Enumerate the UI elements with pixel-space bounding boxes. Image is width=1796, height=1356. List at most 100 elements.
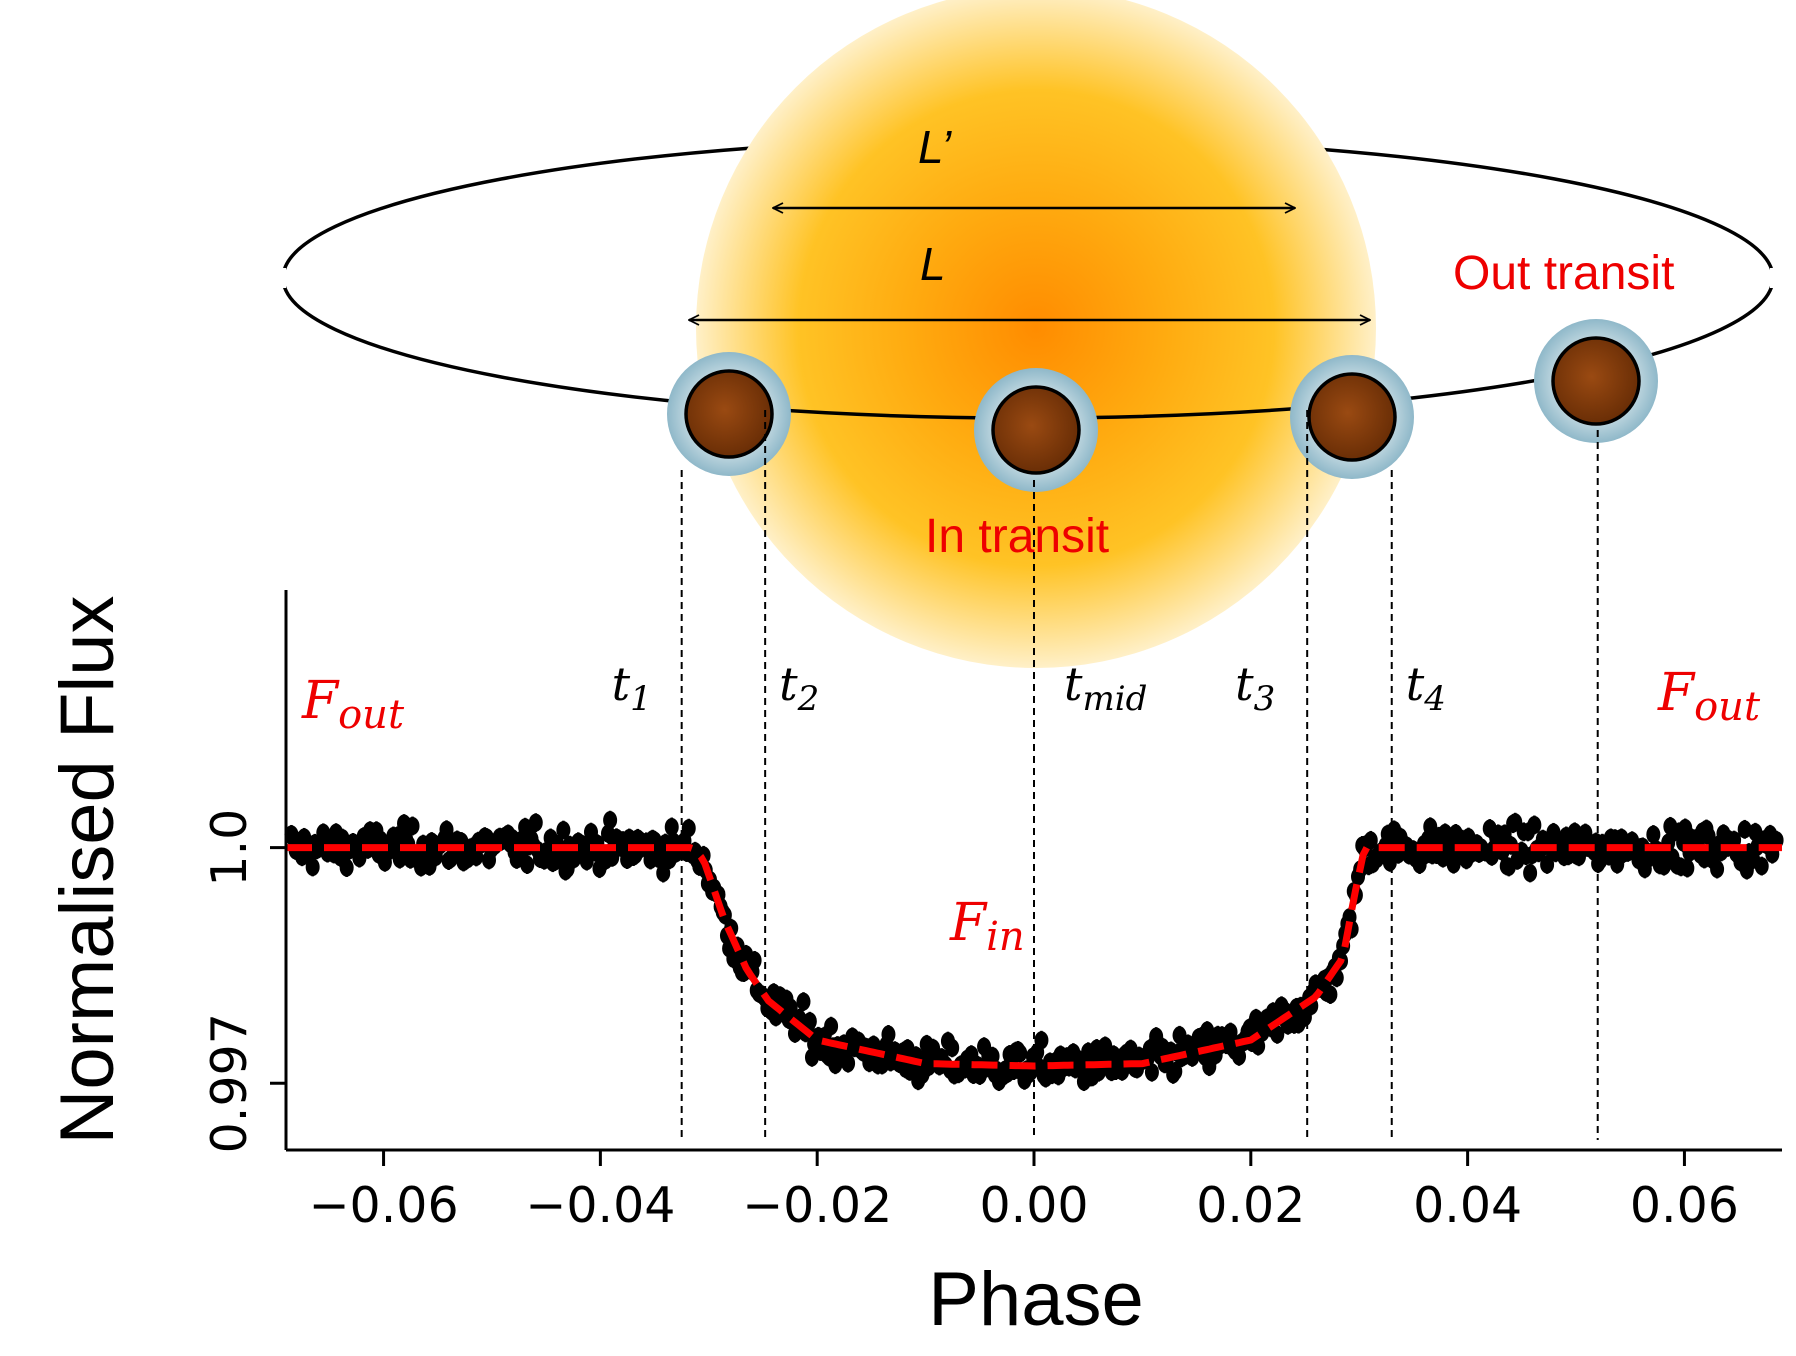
x-tick-label: −0.06 (308, 1177, 458, 1234)
point-marker (1034, 1031, 1049, 1050)
f-in-main: F (949, 893, 988, 953)
point-marker (528, 813, 543, 832)
data-point (747, 950, 762, 970)
planet-first-contact (667, 352, 791, 476)
point-marker (1168, 1062, 1183, 1081)
f-out-right-sub: out (1694, 684, 1761, 730)
data-point (1754, 856, 1769, 876)
data-point (1013, 1043, 1028, 1063)
contact-label-t4: t4 (1406, 657, 1446, 719)
x-tick-label: 0.04 (1413, 1177, 1522, 1234)
data-point (305, 857, 320, 877)
data-point (664, 817, 679, 837)
point-marker (1232, 1047, 1247, 1066)
point-marker (1223, 1023, 1238, 1042)
point-marker (1540, 855, 1555, 874)
f-in-sub: in (986, 914, 1025, 960)
data-point (405, 816, 420, 836)
data-point (1710, 859, 1725, 879)
contact-label-tmid: tmid (1064, 657, 1147, 719)
f-out-left-main: F (301, 671, 340, 731)
contact-time-labels: t1 t2 tmid t3 t4 (612, 657, 1446, 719)
x-tick-label: −0.02 (742, 1177, 892, 1234)
data-point (1527, 815, 1542, 835)
point-marker (824, 1017, 839, 1036)
point-marker (339, 858, 354, 877)
x-tick-label: 0.02 (1196, 1177, 1305, 1234)
point-marker (603, 811, 618, 830)
data-point (1323, 985, 1338, 1004)
data-point (1168, 1061, 1183, 1081)
contact-time-lines (680, 410, 1599, 1140)
f-out-left-label: Fout (301, 671, 405, 738)
point-marker (439, 820, 454, 839)
planet-mid-transit (974, 368, 1098, 492)
data-point (1363, 830, 1378, 850)
point-marker (1754, 857, 1769, 876)
point-marker (1527, 815, 1542, 834)
data-point (656, 863, 671, 883)
data-point (841, 1053, 856, 1073)
data-point (945, 1038, 960, 1058)
data-point (1034, 1030, 1049, 1050)
point-marker (1013, 1044, 1028, 1063)
planet-out-of-transit (1534, 319, 1658, 443)
l-prime-label: L’ (918, 121, 952, 173)
point-marker (1710, 860, 1725, 879)
point-marker (1737, 820, 1752, 839)
y-tick-label: 0.997 (201, 1013, 258, 1153)
data-point (1144, 1062, 1159, 1082)
f-out-right-label: Fout (1657, 663, 1761, 730)
x-axis-label: Phase (928, 1257, 1144, 1342)
point-marker (747, 951, 762, 970)
data-point (824, 1016, 839, 1036)
point-marker (802, 1012, 817, 1031)
data-point (1737, 819, 1752, 839)
transit-diagram: L’ L In transit Out transit (280, 0, 1776, 668)
point-marker (796, 992, 811, 1011)
y-ticks: 0.997 1.0 (201, 809, 286, 1153)
point-marker (1144, 1063, 1159, 1082)
f-out-right-main: F (1657, 663, 1696, 723)
data-point (1438, 823, 1453, 843)
point-marker (1646, 825, 1661, 844)
point-marker (1680, 859, 1695, 878)
point-marker (1270, 1025, 1285, 1044)
host-star (696, 0, 1376, 668)
point-marker (841, 1054, 856, 1073)
point-marker (556, 821, 571, 840)
point-marker (305, 857, 320, 876)
l-label: L (920, 238, 946, 290)
planet-fourth-contact (1290, 355, 1414, 479)
point-marker (520, 855, 535, 874)
data-point (339, 858, 354, 878)
contact-label-t1: t1 (612, 657, 652, 719)
data-point (1223, 1022, 1238, 1042)
contact-label-t3: t3 (1235, 657, 1275, 719)
data-point (520, 855, 535, 875)
data-point (439, 820, 454, 840)
f-out-left-sub: out (338, 692, 405, 738)
transit-model-line (286, 844, 1782, 1070)
data-point (1680, 858, 1695, 878)
f-in-label: Fin (949, 893, 1025, 960)
data-point (681, 818, 696, 838)
out-transit-label: Out transit (1453, 247, 1674, 300)
point-marker (405, 816, 420, 835)
x-tick-label: 0.06 (1630, 1177, 1739, 1234)
data-point (796, 992, 811, 1012)
data-point (1523, 863, 1538, 883)
data-point (1646, 825, 1661, 844)
contact-label-t2: t2 (779, 657, 819, 719)
x-tick-label: 0.00 (979, 1177, 1088, 1234)
point-marker (945, 1038, 960, 1057)
point-marker (1438, 823, 1453, 842)
point-marker (656, 864, 671, 883)
x-tick-label: −0.04 (525, 1177, 675, 1234)
data-point (603, 810, 618, 830)
data-point (1270, 1024, 1285, 1044)
point-marker (681, 819, 696, 838)
in-transit-label: In transit (925, 510, 1109, 563)
data-point (1540, 855, 1555, 874)
